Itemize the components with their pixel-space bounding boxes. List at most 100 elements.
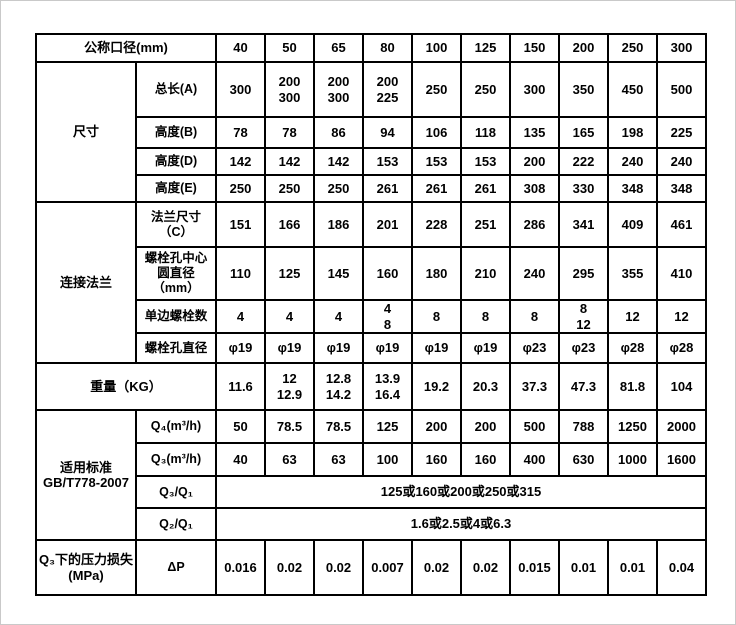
value-cell: 153 (362, 147, 413, 176)
value-cell: 47.3 (558, 362, 609, 412)
value-cell: 251 (460, 201, 511, 248)
value-cell: 200 (411, 409, 462, 445)
value-cell: 8 (460, 298, 511, 335)
value-cell: 630 (558, 442, 609, 478)
header-row: 公称口径(mm) 40 50 65 80 100 125 150 200 250… (35, 33, 707, 63)
value-cell: 78 (264, 116, 315, 149)
header-label: 公称口径(mm) (35, 33, 217, 63)
row-label: 高度(E) (135, 174, 217, 203)
value-cell: 104 (656, 362, 707, 412)
value-cell: 201 (362, 201, 413, 248)
table-row: 高度(E) 250 250 250 261 261 261 308 330 34… (36, 174, 707, 203)
value-cell: 78.5 (264, 409, 315, 445)
value-cell: 355 (607, 246, 658, 301)
group-label-size: 尺寸 (35, 61, 137, 203)
value-cell: 0.02 (411, 539, 462, 597)
value-cell: 8 (509, 298, 560, 335)
value-cell: 0.016 (215, 539, 266, 597)
column-header: 300 (656, 33, 707, 63)
value-cell: 225 (656, 116, 707, 149)
table-row: Q₃(m³/h) 40 63 63 100 160 160 400 630 10… (36, 442, 707, 478)
value-cell: 160 (362, 246, 413, 301)
value-cell: 286 (509, 201, 560, 248)
value-cell: 261 (460, 174, 511, 203)
value-cell: 0.015 (509, 539, 560, 597)
value-cell: 142 (313, 147, 364, 176)
value-cell: 11.6 (215, 362, 266, 412)
value-cell: 450 (607, 61, 658, 118)
row-label: Q₄(m³/h) (135, 409, 217, 445)
value-cell: 0.02 (460, 539, 511, 597)
value-cell: 250 (215, 174, 266, 203)
value-cell: φ19 (264, 332, 315, 365)
row-label: 螺栓孔直径 (135, 332, 217, 365)
value-cell: 200 300 (264, 61, 315, 118)
row-label: Q₂/Q₁ (135, 507, 217, 542)
value-cell: 8 (411, 298, 462, 335)
delta-p-label: ΔP (135, 539, 217, 597)
row-label: 单边螺栓数 (135, 298, 217, 335)
table-row: Q₂/Q₁ 1.6或2.5或4或6.3 (36, 507, 707, 542)
table-row: 螺栓孔直径 φ19 φ19 φ19 φ19 φ19 φ19 φ23 φ23 φ2… (36, 332, 707, 365)
value-cell: 200 225 (362, 61, 413, 118)
value-cell: 1000 (607, 442, 658, 478)
value-cell: 461 (656, 201, 707, 248)
value-cell: 78 (215, 116, 266, 149)
value-cell: 4 (264, 298, 315, 335)
value-cell: 222 (558, 147, 609, 176)
merged-value-cell: 1.6或2.5或4或6.3 (215, 507, 707, 542)
value-cell: 50 (215, 409, 266, 445)
value-cell: φ19 (362, 332, 413, 365)
value-cell: 20.3 (460, 362, 511, 412)
value-cell: 341 (558, 201, 609, 248)
row-label: Q₃(m³/h) (135, 442, 217, 478)
value-cell: 210 (460, 246, 511, 301)
table-row: 高度(B) 78 78 86 94 106 118 135 165 198 22… (36, 116, 707, 149)
value-cell: 142 (264, 147, 315, 176)
value-cell: 250 (264, 174, 315, 203)
value-cell: 186 (313, 201, 364, 248)
value-cell: 228 (411, 201, 462, 248)
value-cell: φ23 (558, 332, 609, 365)
value-cell: 350 (558, 61, 609, 118)
value-cell: 0.007 (362, 539, 413, 597)
value-cell: 261 (411, 174, 462, 203)
column-header: 250 (607, 33, 658, 63)
table-row: 尺寸 总长(A) 300 200 300 200 300 200 225 250… (35, 61, 707, 203)
row-label: 法兰尺寸 （C） (135, 201, 217, 248)
value-cell: 308 (509, 174, 560, 203)
value-cell: 0.01 (558, 539, 609, 597)
value-cell: φ19 (411, 332, 462, 365)
value-cell: 250 (411, 61, 462, 118)
value-cell: 63 (313, 442, 364, 478)
value-cell: 19.2 (411, 362, 462, 412)
value-cell: 1600 (656, 442, 707, 478)
value-cell: 2000 (656, 409, 707, 445)
value-cell: 153 (411, 147, 462, 176)
group-label-flange: 连接法兰 (35, 200, 137, 365)
value-cell: φ28 (607, 332, 658, 365)
value-cell: 4 (313, 298, 364, 335)
table-row: 高度(D) 142 142 142 153 153 153 200 222 24… (36, 147, 707, 176)
value-cell: 0.04 (656, 539, 707, 597)
value-cell: 200 (460, 409, 511, 445)
value-cell: 410 (656, 246, 707, 301)
merged-value-cell: 125或160或200或250或315 (215, 475, 707, 510)
value-cell: 409 (607, 201, 658, 248)
value-cell: φ19 (313, 332, 364, 365)
value-cell: 63 (264, 442, 315, 478)
group-label-standard: 适用标准 GB/T778-2007 (35, 409, 137, 542)
column-header: 50 (264, 33, 315, 63)
value-cell: 300 (215, 61, 266, 118)
value-cell: 94 (362, 116, 413, 149)
value-cell: 0.01 (607, 539, 658, 597)
value-cell: 500 (509, 409, 560, 445)
column-header: 100 (411, 33, 462, 63)
value-cell: 348 (607, 174, 658, 203)
value-cell: 4 8 (362, 298, 413, 335)
column-header: 200 (558, 33, 609, 63)
value-cell: 4 (215, 298, 266, 335)
table-row: 重量（KG） 11.6 12 12.9 12.8 14.2 13.9 16.4 … (35, 362, 707, 412)
value-cell: 250 (313, 174, 364, 203)
value-cell: 165 (558, 116, 609, 149)
